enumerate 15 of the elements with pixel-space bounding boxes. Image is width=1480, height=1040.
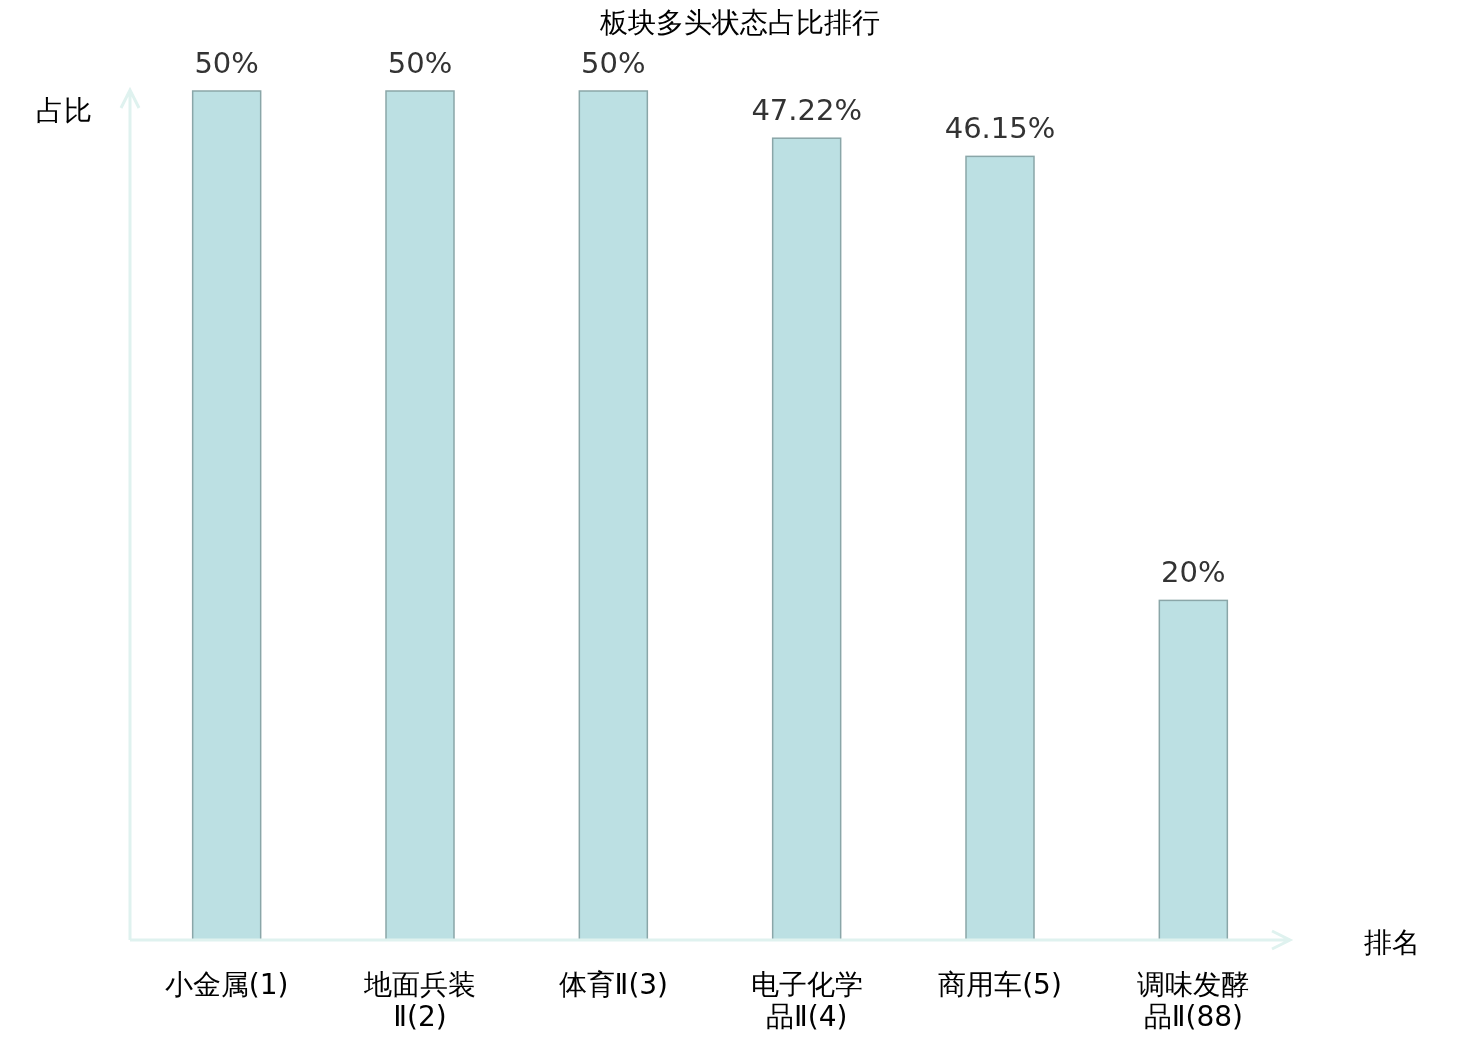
data-label: 50% bbox=[581, 46, 646, 80]
data-label: 47.22% bbox=[751, 93, 862, 128]
data-label: 50% bbox=[387, 46, 453, 80]
x-tick-label: 小金属(1) bbox=[164, 968, 289, 1001]
x-tick-label: 地面兵装Ⅱ(2) bbox=[363, 968, 476, 1033]
x-tick-label: 体育Ⅱ(3) bbox=[558, 968, 669, 1001]
chart-title: 板块多头状态占比排行 bbox=[599, 6, 880, 39]
data-label: 20% bbox=[1161, 555, 1226, 590]
y-axis-title: 占比 bbox=[36, 94, 92, 127]
data-label: 46.15% bbox=[944, 111, 1056, 146]
x-tick-label: 调味发酵品Ⅱ(88) bbox=[1137, 968, 1250, 1033]
x-tick-label: 商用车(5) bbox=[938, 968, 1062, 1001]
x-tick-label: 电子化学品Ⅱ(4) bbox=[750, 968, 863, 1033]
data-label: 50% bbox=[194, 46, 259, 80]
x-axis-title: 排名 bbox=[1364, 926, 1420, 959]
